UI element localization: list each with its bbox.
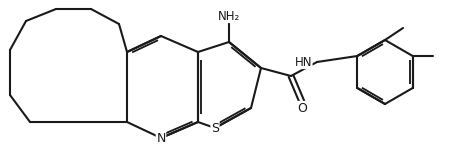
Text: S: S <box>211 122 219 134</box>
Text: NH₂: NH₂ <box>218 9 240 22</box>
Text: N: N <box>156 131 166 145</box>
Text: HN: HN <box>295 55 312 69</box>
Text: O: O <box>297 101 307 115</box>
